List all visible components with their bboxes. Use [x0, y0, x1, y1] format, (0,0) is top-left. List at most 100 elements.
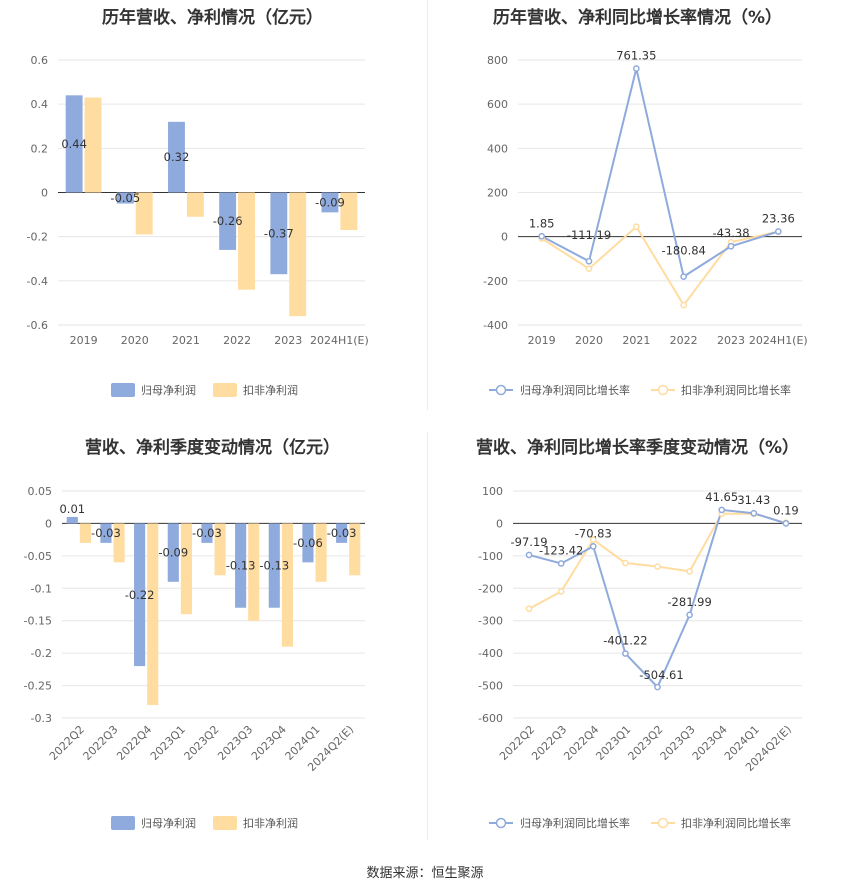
bar-series2 [281, 523, 293, 647]
x-tick-label: 2023 [274, 334, 302, 347]
data-label: 761.35 [616, 49, 656, 63]
point-series1 [557, 560, 565, 567]
point-series2 [589, 536, 597, 543]
legend-swatch-series2 [213, 383, 237, 397]
point-series2 [632, 223, 640, 231]
x-tick-label: 2023Q2 [182, 723, 222, 763]
chart-title: 营收、净利同比增长率季度变动情况（%） [475, 438, 800, 458]
x-tick-label: 2022Q3 [81, 723, 121, 763]
quarterly-growth-plot: 1000-100-200-300-400-500-6002022Q22022Q3… [478, 485, 802, 830]
y-tick-label: 0.6 [31, 54, 49, 67]
y-tick-label: 100 [482, 485, 503, 498]
y-tick-label: -0.3 [31, 712, 52, 725]
data-label: 0.32 [164, 150, 190, 164]
annual-profit-chart: 历年营收、净利情况（亿元） 0.6 0.4 0.2 0 -0.2 -0.4 -0.6 2019… [0, 0, 425, 420]
legend-marker-series1 [495, 817, 507, 829]
panel-divider [427, 0, 428, 410]
data-label: -0.37 [264, 226, 294, 240]
y-tick-label: 800 [487, 54, 508, 67]
legend-swatch-series1 [111, 383, 135, 397]
x-tick-label: 2023Q4 [249, 723, 289, 763]
data-label: -70.83 [575, 526, 612, 540]
panel-divider [427, 432, 428, 840]
y-tick-label: 0.4 [31, 98, 49, 111]
x-tick-label: 2019 [528, 334, 556, 347]
bar-series2 [147, 523, 159, 706]
bar-series1 [116, 192, 134, 204]
y-tick-label: -300 [478, 615, 503, 628]
y-tick-label: -0.15 [24, 615, 52, 628]
data-label: 0.01 [59, 502, 85, 516]
legend-marker-series2 [657, 384, 669, 396]
bar-series1 [270, 192, 288, 275]
legend-swatch-series1 [111, 816, 135, 830]
bar-series2 [248, 523, 260, 621]
point-series1 [622, 650, 629, 657]
x-tick-label: 2019 [70, 334, 98, 347]
bar-series1 [134, 523, 146, 667]
line-series2 [541, 225, 779, 307]
y-tick-label: -0.2 [27, 231, 48, 244]
quarterly-growth-chart: 营收、净利同比增长率季度变动情况（%） 100 0 -100 -200 -300 -400… [425, 425, 850, 845]
data-label: -0.09 [315, 195, 345, 209]
x-tick-label: 2020 [121, 334, 149, 347]
y-tick-label: 0 [45, 517, 52, 530]
x-tick-label: 2021 [172, 334, 200, 347]
x-tick-label: 2022 [670, 334, 698, 347]
point-series1 [538, 232, 546, 240]
y-tick-label: 0.2 [31, 142, 49, 155]
x-tick-label: 2022 [223, 334, 251, 347]
x-tick-label: 2020 [575, 334, 603, 347]
bar-series2 [84, 97, 102, 193]
data-label: -0.06 [293, 536, 323, 550]
legend-label: 扣非净利润 [243, 383, 298, 397]
bar-series2 [214, 523, 226, 576]
data-label: -504.61 [639, 668, 683, 682]
data-label: -180.84 [661, 244, 705, 258]
line-series1 [528, 508, 787, 689]
y-tick-label: 0 [41, 187, 48, 200]
bar-series2 [186, 192, 204, 217]
point-series1 [727, 242, 735, 250]
y-tick-label: -200 [483, 275, 508, 288]
quarterly-profit-plot: 0.050-0.05-0.1-0.15-0.2-0.25-0.32022Q220… [24, 485, 365, 830]
data-label: 1.85 [529, 216, 555, 230]
y-tick-label: -200 [478, 582, 503, 595]
bar-series2 [113, 523, 125, 563]
y-tick-label: 0 [501, 231, 508, 244]
bar-series2 [289, 192, 307, 317]
point-series2 [557, 588, 565, 595]
legend-label: 归母净利润 [141, 816, 196, 830]
bar-series2 [340, 192, 358, 231]
chart-title: 历年营收、净利情况（亿元） [102, 8, 323, 28]
point-series2 [622, 559, 629, 567]
legend-marker-series2 [657, 817, 669, 829]
point-series1 [632, 65, 640, 72]
y-tick-label: -100 [478, 550, 503, 563]
legend-label: 归母净利润同比增长率 [520, 816, 630, 830]
annual-profit-plot: 0.6 0.4 0.2 0 -0.2 -0.4 -0.6 2019 2020 2021 2022 20… [27, 54, 369, 397]
y-tick-label: -400 [483, 319, 508, 332]
bar-series2 [79, 523, 91, 543]
data-label: -401.22 [603, 634, 647, 648]
data-label: 0.19 [773, 503, 799, 517]
chart-title: 营收、净利季度变动情况（亿元） [85, 438, 340, 458]
data-label: 23.36 [762, 212, 795, 226]
bar-series1 [65, 95, 83, 193]
bar-series1 [268, 523, 280, 608]
data-label: -281.99 [667, 595, 711, 609]
data-label: -97.19 [511, 535, 548, 549]
legend-swatch-series2 [213, 816, 237, 830]
legend-marker-series1 [495, 384, 507, 396]
y-tick-label: -0.05 [24, 550, 52, 563]
bar-series1 [336, 523, 348, 543]
point-series2 [654, 563, 661, 570]
y-tick-label: -0.2 [31, 647, 52, 660]
data-label: -43.38 [712, 226, 749, 240]
y-tick-label: 0 [496, 517, 503, 530]
data-label: -0.03 [192, 526, 222, 540]
bar-series2 [349, 523, 361, 576]
x-tick-label: 2023Q3 [215, 723, 255, 763]
bar-series1 [321, 192, 339, 213]
chart-title: 历年营收、净利同比增长率情况（%） [492, 8, 783, 28]
